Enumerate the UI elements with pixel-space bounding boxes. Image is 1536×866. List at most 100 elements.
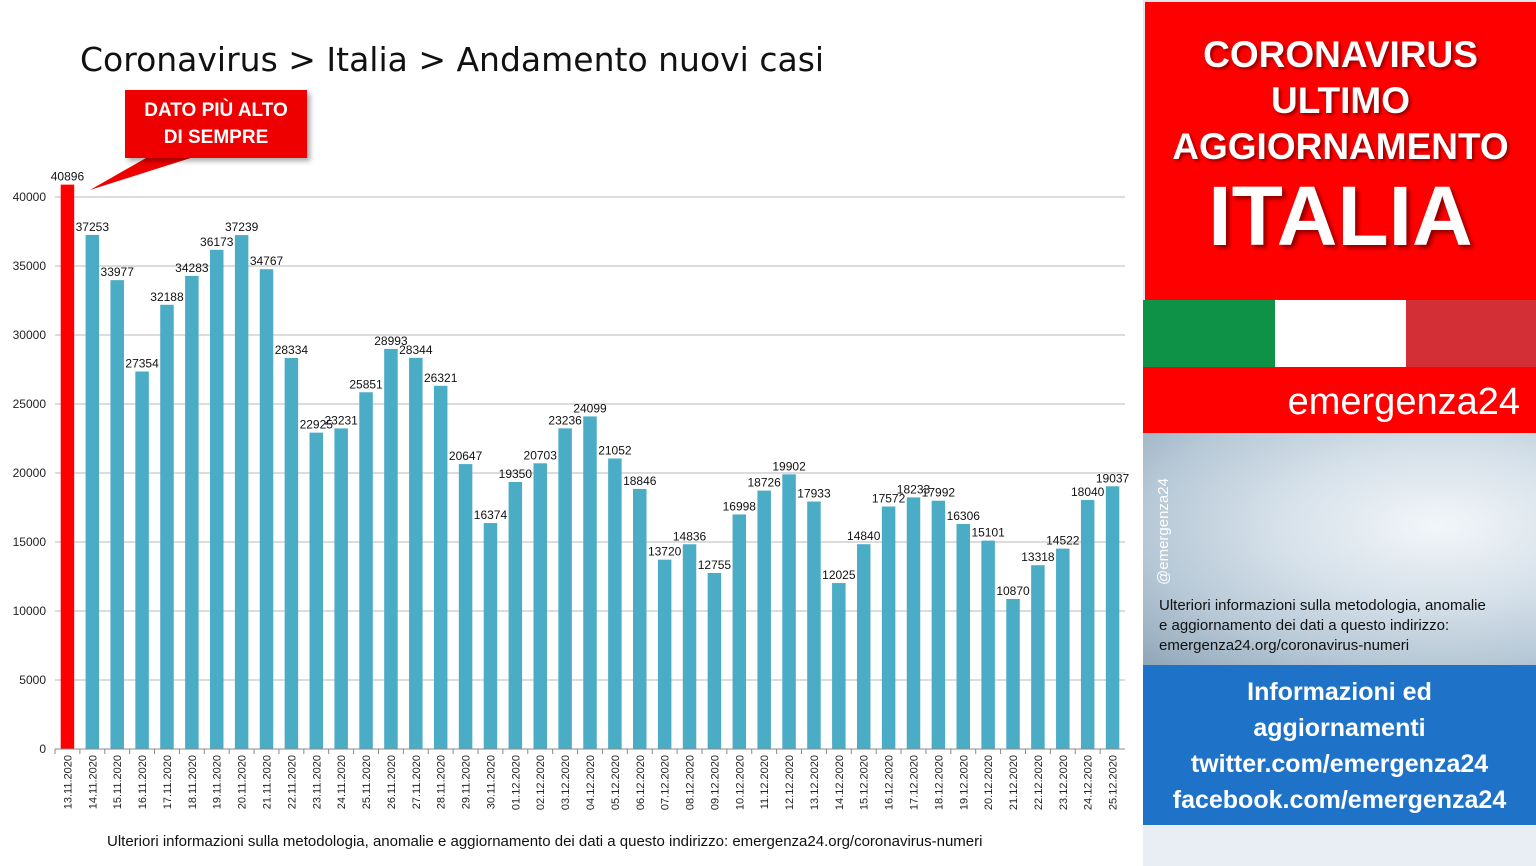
data-label: 22925 bbox=[300, 418, 334, 432]
data-label: 10870 bbox=[996, 584, 1030, 598]
x-tick-label: 09.12.2020 bbox=[709, 755, 721, 810]
data-label: 20647 bbox=[449, 449, 483, 463]
bar bbox=[234, 235, 249, 749]
bars bbox=[60, 184, 1120, 750]
x-tick-label: 19.12.2020 bbox=[958, 755, 970, 810]
bar bbox=[185, 275, 199, 749]
data-label: 28334 bbox=[275, 343, 309, 357]
info-line1: Informazioni ed bbox=[1247, 678, 1432, 706]
data-label: 16998 bbox=[723, 499, 757, 513]
data-label: 21052 bbox=[598, 443, 632, 457]
data-label: 16306 bbox=[947, 509, 981, 523]
x-tick-label: 16.12.2020 bbox=[884, 755, 896, 810]
x-tick-label: 13.12.2020 bbox=[809, 755, 821, 810]
x-tick-label: 21.11.2020 bbox=[262, 755, 274, 809]
data-label: 34767 bbox=[250, 254, 284, 268]
italian-flag bbox=[1143, 300, 1536, 367]
header-line2: ULTIMO bbox=[1270, 80, 1411, 121]
x-tick-label: 21.12.2020 bbox=[1008, 755, 1020, 810]
y-tick-label: 10000 bbox=[13, 604, 47, 618]
y-tick-label: 30000 bbox=[13, 328, 47, 342]
x-tick-label: 25.11.2020 bbox=[361, 755, 373, 809]
data-label: 15101 bbox=[971, 526, 1005, 540]
data-label: 18726 bbox=[747, 476, 781, 490]
callout-line2: DI SEMPRE bbox=[163, 127, 269, 148]
bar bbox=[135, 371, 149, 749]
bar bbox=[856, 544, 871, 749]
bar bbox=[956, 523, 971, 749]
data-label: 36173 bbox=[200, 235, 234, 249]
footer-note: Ulteriori informazioni sulla metodologia… bbox=[107, 833, 983, 850]
y-tick-label: 20000 bbox=[13, 466, 47, 480]
x-tick-label: 04.12.2020 bbox=[585, 755, 597, 810]
bar bbox=[1056, 548, 1070, 749]
x-tick-label: 29.11.2020 bbox=[461, 755, 473, 809]
x-tick-label: 24.11.2020 bbox=[336, 755, 348, 809]
data-label: 13720 bbox=[648, 545, 682, 559]
data-label: 17572 bbox=[872, 492, 906, 506]
data-label: 13318 bbox=[1021, 550, 1055, 564]
x-tick-label: 02.12.2020 bbox=[535, 755, 547, 810]
x-tick-label: 23.12.2020 bbox=[1058, 755, 1070, 810]
y-tick-label: 15000 bbox=[13, 535, 47, 549]
x-tick-label: 27.11.2020 bbox=[411, 755, 423, 809]
bar bbox=[832, 583, 846, 749]
data-label: 19902 bbox=[772, 459, 806, 473]
bar bbox=[732, 514, 747, 749]
data-label: 14522 bbox=[1046, 534, 1080, 548]
note-line2: e aggiornamento dei dati a questo indiri… bbox=[1159, 617, 1450, 634]
x-tick-label: 18.11.2020 bbox=[187, 755, 199, 809]
note-line1: Ulteriori informazioni sulla metodologia… bbox=[1159, 597, 1486, 614]
bar bbox=[1006, 598, 1020, 749]
info-line2: aggiornamenti bbox=[1253, 714, 1426, 742]
x-tick-label: 11.12.2020 bbox=[759, 755, 771, 809]
brand-name: emergenza24 bbox=[1143, 367, 1536, 433]
y-tick-label: 35000 bbox=[13, 259, 47, 273]
data-label: 37253 bbox=[76, 220, 110, 234]
data-label: 28344 bbox=[399, 343, 433, 357]
data-label: 19037 bbox=[1096, 471, 1130, 485]
bar bbox=[881, 506, 896, 749]
bar bbox=[433, 385, 448, 749]
bar bbox=[757, 490, 771, 749]
bar bbox=[906, 497, 921, 749]
bar bbox=[1105, 486, 1120, 749]
data-label: 20703 bbox=[524, 448, 558, 462]
x-tick-label: 30.11.2020 bbox=[485, 755, 497, 809]
x-tick-label: 15.12.2020 bbox=[859, 755, 871, 810]
data-label: 23236 bbox=[548, 413, 582, 427]
data-labels: 40896 37253 33977 27354 32188 34283 3617337239… bbox=[51, 170, 1130, 598]
bar bbox=[209, 249, 224, 749]
bar bbox=[309, 432, 324, 749]
x-tick-label: 25.12.2020 bbox=[1108, 755, 1120, 810]
x-tick-label: 22.12.2020 bbox=[1033, 755, 1045, 810]
y-axis-ticks: 0 5000 10000 15000 20000 25000 30000 35000 40000 bbox=[13, 190, 47, 756]
header-line1: CORONAVIRUS bbox=[1203, 34, 1478, 75]
bar bbox=[981, 540, 995, 749]
x-tick-label: 17.11.2020 bbox=[162, 755, 174, 809]
data-label: 17992 bbox=[922, 486, 956, 500]
x-tick-label: 24.12.2020 bbox=[1083, 755, 1095, 810]
x-tick-label: 26.11.2020 bbox=[386, 755, 398, 809]
bar bbox=[533, 463, 547, 749]
x-tick-label: 19.11.2020 bbox=[212, 755, 224, 809]
y-tick-label: 25000 bbox=[13, 397, 47, 411]
facebook-link[interactable]: facebook.com/emergenza24 bbox=[1172, 786, 1507, 814]
data-label: 23231 bbox=[324, 413, 358, 427]
x-tick-label: 28.11.2020 bbox=[436, 755, 448, 809]
bar bbox=[508, 481, 523, 749]
x-tick-label: 06.12.2020 bbox=[635, 755, 647, 810]
x-tick-label: 23.11.2020 bbox=[311, 755, 323, 809]
data-label: 19350 bbox=[499, 467, 533, 481]
x-tick-label: 14.12.2020 bbox=[834, 755, 846, 810]
x-tick-label: 20.11.2020 bbox=[237, 755, 249, 809]
bar bbox=[110, 280, 124, 749]
bar bbox=[633, 488, 647, 749]
x-tick-label: 10.12.2020 bbox=[734, 755, 746, 810]
record-callout: DATO PIÙ ALTO DI SEMPRE bbox=[125, 90, 307, 158]
methodology-note: Ulteriori informazioni sulla metodologia… bbox=[1159, 596, 1531, 656]
bar bbox=[160, 304, 174, 749]
twitter-link[interactable]: twitter.com/emergenza24 bbox=[1190, 750, 1489, 778]
bar bbox=[682, 544, 697, 749]
bar bbox=[409, 357, 423, 749]
